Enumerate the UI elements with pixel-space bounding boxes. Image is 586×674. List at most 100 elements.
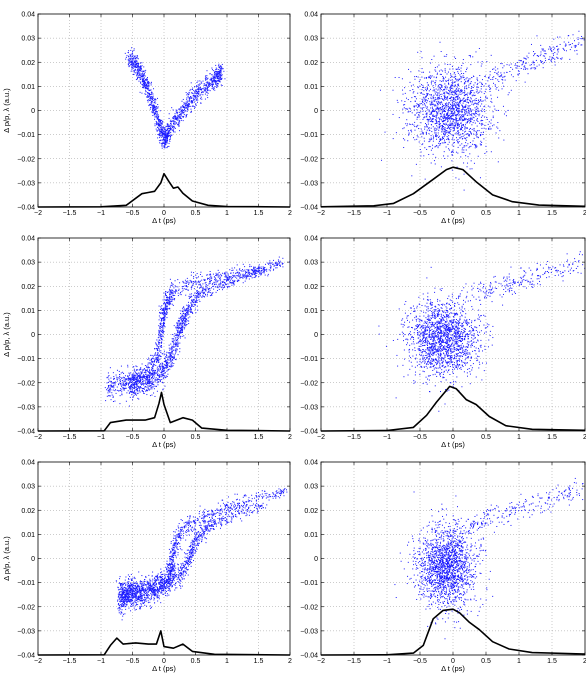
scatter-point <box>155 120 157 122</box>
scatter-point <box>423 93 425 95</box>
scatter-point <box>202 80 204 82</box>
scatter-point <box>211 276 213 278</box>
scatter-point <box>185 325 187 327</box>
x-tick-label: −1.5 <box>63 434 77 441</box>
scatter-point <box>129 386 131 388</box>
scatter-point <box>186 100 188 102</box>
scatter-point <box>457 130 459 132</box>
scatter-point <box>503 65 505 67</box>
scatter-point <box>407 130 409 132</box>
scatter-point <box>433 94 435 96</box>
scatter-point <box>160 333 162 335</box>
scatter-point <box>154 360 156 362</box>
scatter-point <box>455 106 457 108</box>
scatter-point <box>456 86 458 88</box>
scatter-point <box>173 335 175 337</box>
scatter-point <box>403 107 405 109</box>
scatter-point <box>158 124 160 126</box>
scatter-point <box>122 383 124 385</box>
scatter-point <box>460 122 462 124</box>
scatter-point <box>181 317 183 319</box>
scatter-point <box>166 140 168 142</box>
scatter-point <box>464 145 466 147</box>
scatter-point <box>209 277 211 279</box>
scatter-point <box>476 99 478 101</box>
scatter-point <box>470 117 472 119</box>
scatter-point <box>439 87 441 89</box>
scatter-point <box>464 113 466 115</box>
scatter-point <box>452 151 454 153</box>
scatter-point <box>131 377 133 379</box>
scatter-point <box>535 67 537 69</box>
scatter-point <box>215 64 217 66</box>
scatter-point <box>166 129 167 131</box>
scatter-point <box>143 70 145 72</box>
scatter-point <box>149 382 151 384</box>
scatter-point <box>159 119 161 121</box>
scatter-point <box>111 385 113 387</box>
scatter-point <box>161 326 163 328</box>
scatter-point <box>435 80 437 82</box>
scatter-point <box>219 65 221 67</box>
scatter-point <box>137 58 139 60</box>
scatter-point <box>136 384 138 386</box>
scatter-point <box>454 103 456 105</box>
scatter-point <box>160 317 162 319</box>
scatter-point <box>396 99 398 101</box>
scatter-point <box>435 98 437 100</box>
scatter-point <box>440 114 442 116</box>
scatter-point <box>200 93 202 95</box>
scatter-point <box>577 37 579 39</box>
scatter-point <box>458 66 460 68</box>
scatter-point <box>135 63 137 65</box>
scatter-point <box>394 77 396 79</box>
scatter-point <box>451 115 453 117</box>
scatter-point <box>442 121 443 123</box>
scatter-point <box>452 83 454 85</box>
scatter-point <box>523 62 525 64</box>
scatter-point <box>162 121 164 123</box>
scatter-point <box>148 385 150 387</box>
scatter-point <box>504 79 506 81</box>
scatter-point <box>180 113 182 115</box>
scatter-point <box>172 290 174 292</box>
scatter-point <box>450 87 452 89</box>
scatter-point <box>550 59 552 61</box>
scatter-point <box>209 79 211 81</box>
scatter-point <box>432 118 434 120</box>
scatter-point <box>185 92 187 94</box>
scatter-point <box>463 125 465 127</box>
scatter-point <box>565 43 567 45</box>
scatter-point <box>451 139 453 141</box>
scatter-point <box>153 369 155 371</box>
scatter-point <box>450 122 452 124</box>
scatter-point <box>441 119 443 121</box>
scatter-point <box>214 77 216 79</box>
scatter-point <box>123 388 125 390</box>
scatter-point <box>408 134 410 136</box>
scatter-point <box>161 312 163 314</box>
scatter-point <box>130 60 132 62</box>
scatter-point <box>141 371 143 373</box>
scatter-point <box>580 44 582 46</box>
scatter-point <box>159 130 161 132</box>
scatter-point <box>171 283 173 285</box>
scatter-point <box>448 123 450 125</box>
scatter-point <box>458 111 460 113</box>
scatter-point <box>199 284 201 286</box>
scatter-point <box>452 85 454 87</box>
scatter-point <box>165 375 167 377</box>
scatter-point <box>221 75 223 77</box>
scatter-point <box>236 275 238 277</box>
scatter-point <box>144 93 146 95</box>
scatter-point <box>156 344 158 346</box>
scatter-point <box>450 100 452 102</box>
scatter-point <box>188 99 190 101</box>
scatter-point <box>170 291 172 293</box>
scatter-point <box>440 69 442 71</box>
scatter-point <box>137 387 139 389</box>
scatter-point <box>554 47 556 49</box>
scatter-point <box>441 105 443 107</box>
scatter-point <box>455 89 457 91</box>
scatter-point <box>114 384 116 386</box>
